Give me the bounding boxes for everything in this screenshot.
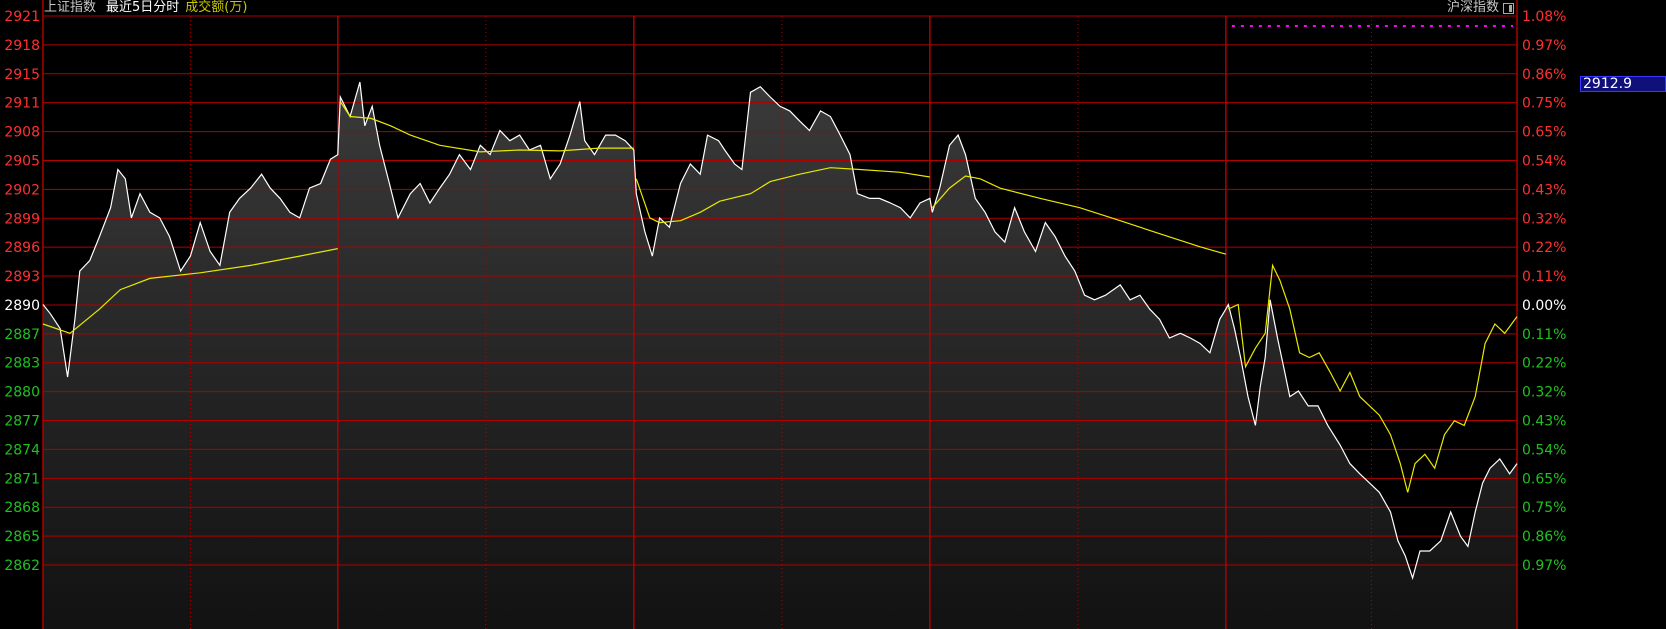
right-axis-tick-label: 0.65% <box>1522 471 1566 487</box>
average-line-average_day1 <box>42 248 338 334</box>
left-axis-tick-label: 2908 <box>4 125 40 141</box>
right-axis-tick-label: 0.97% <box>1522 558 1566 574</box>
left-axis-tick-label: 2905 <box>4 153 40 169</box>
left-axis-tick-label: 2880 <box>4 385 40 401</box>
right-axis-tick-label: 0.43% <box>1522 182 1566 198</box>
right-axis-tick-label: 0.00% <box>1522 298 1566 314</box>
index-selector[interactable]: 沪深指数 <box>1447 0 1514 16</box>
left-axis-tick-label: 2918 <box>4 38 40 54</box>
right-axis-tick-label: 0.11% <box>1522 327 1566 343</box>
left-axis-tick-label: 2921 <box>4 9 40 25</box>
right-axis-tick-label: 0.54% <box>1522 442 1566 458</box>
right-axis-tick-label: 0.86% <box>1522 67 1566 83</box>
right-axis-tick-label: 0.43% <box>1522 414 1566 430</box>
left-axis-tick-label: 2865 <box>4 529 40 545</box>
average-line-average_day5 <box>1228 263 1518 493</box>
left-axis-tick-label: 2883 <box>4 356 40 372</box>
panel-toggle-icon[interactable] <box>1503 2 1514 14</box>
left-axis-tick-label: 2899 <box>4 211 40 227</box>
price-area-fill <box>43 82 1517 629</box>
right-axis-tick-label: 0.22% <box>1522 240 1566 256</box>
price-line <box>42 81 1518 581</box>
left-axis-tick-label: 2890 <box>4 298 40 314</box>
right-axis-tick-label: 0.75% <box>1522 96 1566 112</box>
volume-label[interactable]: 成交额(万) <box>185 0 248 15</box>
right-axis-tick-label: 0.32% <box>1522 385 1566 401</box>
left-axis-tick-label: 2893 <box>4 269 40 285</box>
right-axis-tick-label: 0.86% <box>1522 529 1566 545</box>
left-axis-tick-label: 2887 <box>4 327 40 343</box>
right-axis-tick-label: 0.75% <box>1522 500 1566 516</box>
chart-header: 上证指数 最近5日分时 成交额(万) <box>44 0 247 16</box>
average-line-average_day2 <box>339 101 634 153</box>
period-label: 最近5日分时 <box>106 0 180 15</box>
index-selector-label: 沪深指数 <box>1446 0 1499 15</box>
left-axis-tick-label: 2874 <box>4 442 40 458</box>
right-axis-tick-label: 1.08% <box>1522 9 1566 25</box>
left-axis-tick-label: 2877 <box>4 414 40 430</box>
left-axis-tick-label: 2871 <box>4 471 40 487</box>
average-line-average_day3 <box>635 167 930 224</box>
right-axis-tick-label: 0.97% <box>1522 38 1566 54</box>
right-axis-tick-label: 0.65% <box>1522 125 1566 141</box>
left-axis-tick-label: 2896 <box>4 240 40 256</box>
left-axis-tick-label: 2862 <box>4 558 40 574</box>
index-name: 上证指数 <box>44 0 97 15</box>
left-axis-tick-label: 2915 <box>4 67 40 83</box>
left-axis-tick-label: 2868 <box>4 500 40 516</box>
average-line-average_day4 <box>931 175 1227 255</box>
right-axis-tick-label: 0.11% <box>1522 269 1566 285</box>
current-price-tag: 2912.9 <box>1580 76 1666 92</box>
right-axis-tick-label: 0.22% <box>1522 356 1566 372</box>
left-axis-tick-label: 2911 <box>4 96 40 112</box>
right-axis-tick-label: 0.54% <box>1522 153 1566 169</box>
right-axis-tick-label: 0.32% <box>1522 211 1566 227</box>
left-axis-tick-label: 2902 <box>4 182 40 198</box>
